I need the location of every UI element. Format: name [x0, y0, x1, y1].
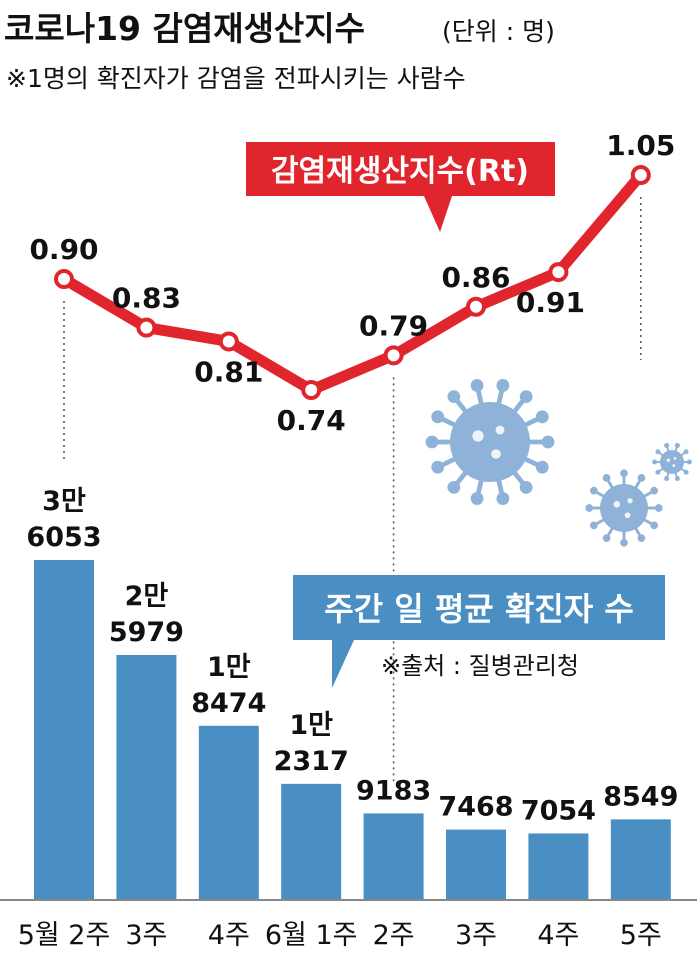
bar-value-label: 2만 [125, 581, 169, 612]
guide-lines [63, 197, 642, 782]
bar [446, 829, 506, 900]
rt-line [58, 169, 647, 396]
rt-point [548, 262, 569, 283]
rt-value-label: 0.74 [277, 404, 346, 437]
bar [116, 655, 177, 900]
bar-value-label: 1만 [289, 710, 333, 741]
rt-value-label: 0.81 [194, 355, 263, 388]
line-legend-box: 감염재생산지수(Rt) [246, 142, 555, 232]
rt-point [630, 165, 651, 185]
unit-label: (단위 : 명) [442, 17, 555, 46]
virus-icon [425, 379, 555, 505]
rt-point [383, 345, 404, 366]
x-tick-label: 4주 [208, 920, 250, 951]
bar-value-label: 7468 [438, 792, 513, 823]
x-tick-labels: 5월 2주 3주 4주 6월 1주 2주 3주 4주 5주 [18, 920, 662, 951]
x-tick-label: 5월 2주 [18, 920, 111, 951]
x-tick-label: 4주 [537, 920, 579, 951]
x-tick-label: 3주 [125, 920, 167, 951]
bar-value-label: 7054 [521, 795, 596, 826]
rt-point [466, 296, 486, 317]
bar-value-label: 1만 [207, 652, 251, 683]
bar [610, 819, 671, 900]
bar-legend-label: 주간 일 평균 확진자 수 [324, 590, 634, 628]
bar-legend-box: 주간 일 평균 확진자 수 [293, 575, 665, 688]
rt-value-label: 0.83 [112, 282, 181, 315]
rt-value-label: 0.90 [29, 233, 98, 266]
bar-value-label: 8474 [191, 688, 266, 719]
virus-icon [652, 442, 692, 482]
bar [281, 783, 342, 900]
bar-value-label: 2317 [274, 746, 349, 777]
bar [528, 833, 589, 900]
x-tick-label: 2주 [373, 920, 415, 951]
bar-value-label: 3만 [42, 486, 86, 517]
bar [198, 725, 259, 900]
rt-value-label: 0.86 [441, 261, 510, 294]
x-tick-label: 6월 1주 [265, 920, 358, 951]
rt-value-label: 1.05 [606, 129, 675, 162]
rt-point [136, 317, 157, 338]
x-tick-label: 3주 [455, 920, 497, 951]
rt-value-label: 0.79 [359, 309, 428, 342]
source-note: ※출처 : 질병관리청 [381, 652, 579, 680]
bar-value-label: 8549 [603, 781, 678, 812]
bar [363, 813, 424, 900]
bar-value-label: 9183 [356, 775, 431, 806]
rt-point [218, 331, 239, 352]
virus-icon [585, 469, 663, 547]
chart-title: 코로나19 감염재생산지수 [4, 9, 365, 48]
rt-point [54, 269, 74, 290]
bar-series [34, 560, 671, 900]
rt-value-label: 0.91 [516, 286, 585, 319]
bar-value-label: 5979 [109, 617, 184, 648]
virus-icon-group [425, 379, 692, 547]
chart-note: ※1명의 확진자가 감염을 전파시키는 사람수 [6, 64, 466, 93]
line-legend-label: 감염재생산지수(Rt) [271, 154, 529, 189]
bar-value-label: 6053 [26, 522, 101, 553]
bar [34, 560, 94, 900]
rt-point [301, 380, 322, 400]
x-tick-label: 5주 [620, 920, 662, 951]
line-series: 0.90 0.83 0.81 0.74 0.79 0.860.91 1.05 [29, 129, 675, 437]
